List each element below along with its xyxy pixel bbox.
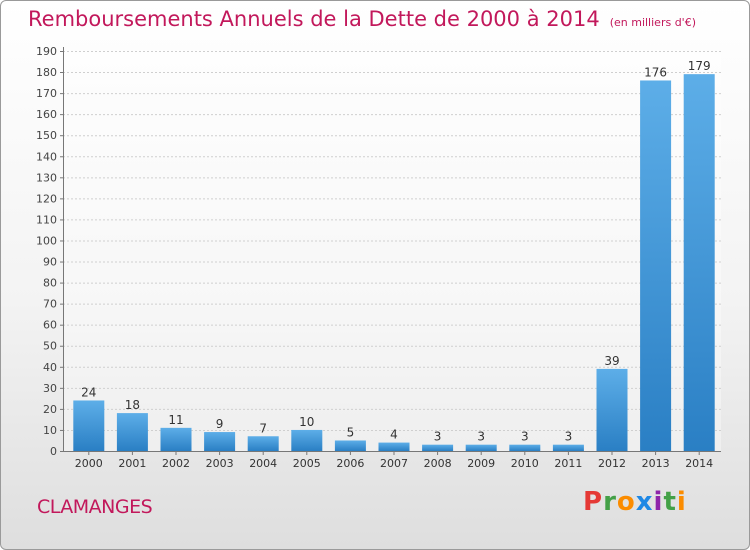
y-tick-label: 50 (43, 340, 57, 353)
data-label: 10 (299, 415, 314, 429)
x-tick-label: 2014 (685, 457, 713, 470)
y-tick-label: 20 (43, 403, 57, 416)
bar (116, 413, 148, 451)
bar (465, 444, 497, 451)
data-label: 5 (347, 425, 355, 439)
x-tick-label: 2001 (118, 457, 146, 470)
bar (334, 440, 366, 451)
logo-letter: i (653, 487, 664, 517)
x-tick-label: 2003 (206, 457, 234, 470)
bar (73, 400, 105, 451)
y-tick-label: 60 (43, 319, 57, 332)
y-tick-label: 80 (43, 277, 57, 290)
y-tick-label: 170 (36, 87, 57, 100)
bar (640, 80, 672, 451)
chart-title-text: Remboursements Annuels de la Dette de 20… (28, 7, 600, 31)
y-tick-label: 180 (36, 66, 57, 79)
y-tick-label: 70 (43, 298, 57, 311)
location-name: CLAMANGES (37, 496, 153, 518)
data-label: 18 (125, 398, 140, 412)
x-tick-label: 2004 (249, 457, 277, 470)
y-tick-label: 40 (43, 361, 57, 374)
data-label: 3 (434, 430, 442, 444)
logo-letter: P (583, 487, 604, 517)
grid-layer (63, 51, 721, 452)
data-label: 11 (168, 413, 183, 427)
y-tick-label: 90 (43, 256, 57, 269)
x-tick-label: 2011 (554, 457, 582, 470)
x-tick-label: 2010 (511, 457, 539, 470)
y-tick-label: 130 (36, 171, 57, 184)
bar (160, 427, 192, 451)
data-label: 3 (565, 430, 573, 444)
x-tick-label: 2002 (162, 457, 190, 470)
data-label: 24 (81, 385, 96, 399)
y-tick-label: 100 (36, 234, 57, 247)
logo-letter: t (663, 487, 677, 517)
data-label: 3 (477, 430, 485, 444)
bar (596, 368, 628, 451)
data-label: 4 (390, 428, 398, 442)
data-label: 179 (688, 59, 711, 73)
x-tick-label: 2009 (467, 457, 495, 470)
bar (552, 444, 584, 451)
x-tick-label: 2008 (424, 457, 452, 470)
data-label: 39 (604, 354, 619, 368)
bar (683, 74, 715, 451)
bar (204, 432, 236, 451)
logo-letter: x (635, 487, 654, 517)
y-tick-label: 0 (50, 445, 57, 458)
y-tick-label: 190 (36, 45, 57, 58)
logo-letter: r (603, 487, 617, 517)
data-label: 3 (521, 430, 529, 444)
x-tick-label: 2005 (293, 457, 321, 470)
x-tick-label: 2006 (336, 457, 364, 470)
y-tick-label: 110 (36, 213, 57, 226)
data-label: 7 (259, 421, 267, 435)
y-tick-label: 150 (36, 129, 57, 142)
proxiti-logo: Proxiti (583, 487, 687, 517)
data-label: 176 (644, 65, 667, 79)
chart-unit: (en milliers d'€) (609, 16, 696, 29)
bar (509, 444, 541, 451)
axis-layer: 0 10 20 30 40 50 60 70 80 90 100 110 120 130 140 150 160… (36, 45, 721, 458)
x-tick-label: 2007 (380, 457, 408, 470)
bar-layer (73, 74, 715, 451)
label-layer: 24 2000 18 2001 11 2002 9 2003 7 2004 10 2005 5 2006 4… (75, 59, 713, 470)
y-tick-label: 30 (43, 382, 57, 395)
y-tick-label: 10 (43, 424, 57, 437)
chart-title: Remboursements Annuels de la Dette de 20… (28, 7, 696, 31)
bar (378, 442, 410, 451)
data-label: 9 (216, 417, 224, 431)
logo-letter: i (676, 487, 687, 517)
bar (422, 444, 454, 451)
logo-letter: o (616, 487, 636, 517)
x-tick-label: 2013 (642, 457, 670, 470)
bar (291, 429, 323, 451)
x-tick-label: 2012 (598, 457, 626, 470)
y-tick-label: 120 (36, 192, 57, 205)
bar (247, 436, 279, 451)
x-tick-label: 2000 (75, 457, 103, 470)
y-tick-label: 160 (36, 108, 57, 121)
y-tick-label: 140 (36, 150, 57, 163)
